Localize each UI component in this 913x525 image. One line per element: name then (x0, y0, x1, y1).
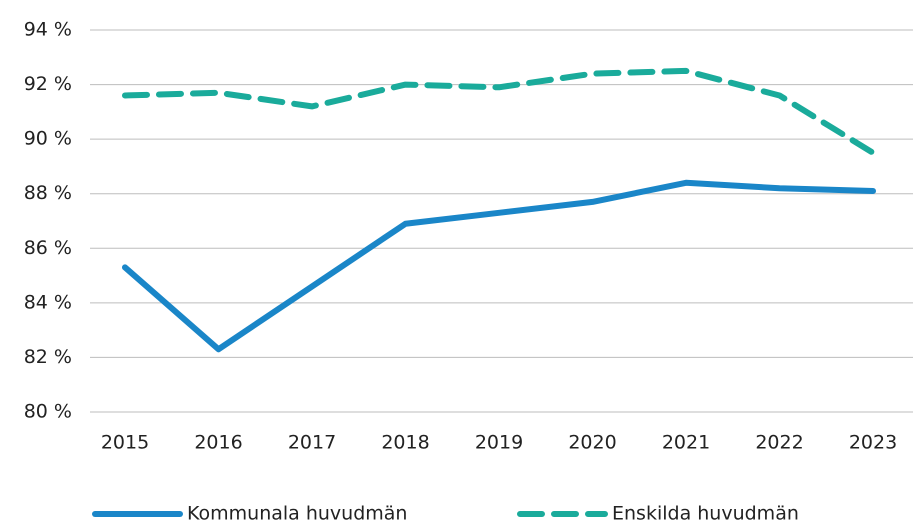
y-tick-label: 80 % (24, 401, 72, 423)
x-tick-label: 2022 (755, 432, 803, 454)
series-line (122, 67, 876, 156)
legend-label: Enskilda huvudmän (612, 503, 799, 525)
x-tick-label: 2018 (381, 432, 429, 454)
x-tick-label: 2023 (849, 432, 897, 454)
series-line (122, 179, 876, 353)
x-tick-label: 2020 (568, 432, 616, 454)
y-tick-label: 94 % (24, 19, 72, 41)
y-tick-label: 90 % (24, 128, 72, 150)
y-tick-label: 82 % (24, 346, 72, 368)
y-tick-label: 86 % (24, 237, 72, 259)
x-tick-label: 2015 (101, 432, 149, 454)
x-tick-label: 2016 (194, 432, 242, 454)
y-tick-label: 84 % (24, 291, 72, 313)
y-tick-label: 92 % (24, 73, 72, 95)
x-tick-label: 2019 (475, 432, 523, 454)
x-tick-label: 2021 (662, 432, 710, 454)
legend-label: Kommunala huvudmän (187, 503, 407, 525)
x-tick-label: 2017 (288, 432, 336, 454)
y-tick-label: 88 % (24, 182, 72, 204)
